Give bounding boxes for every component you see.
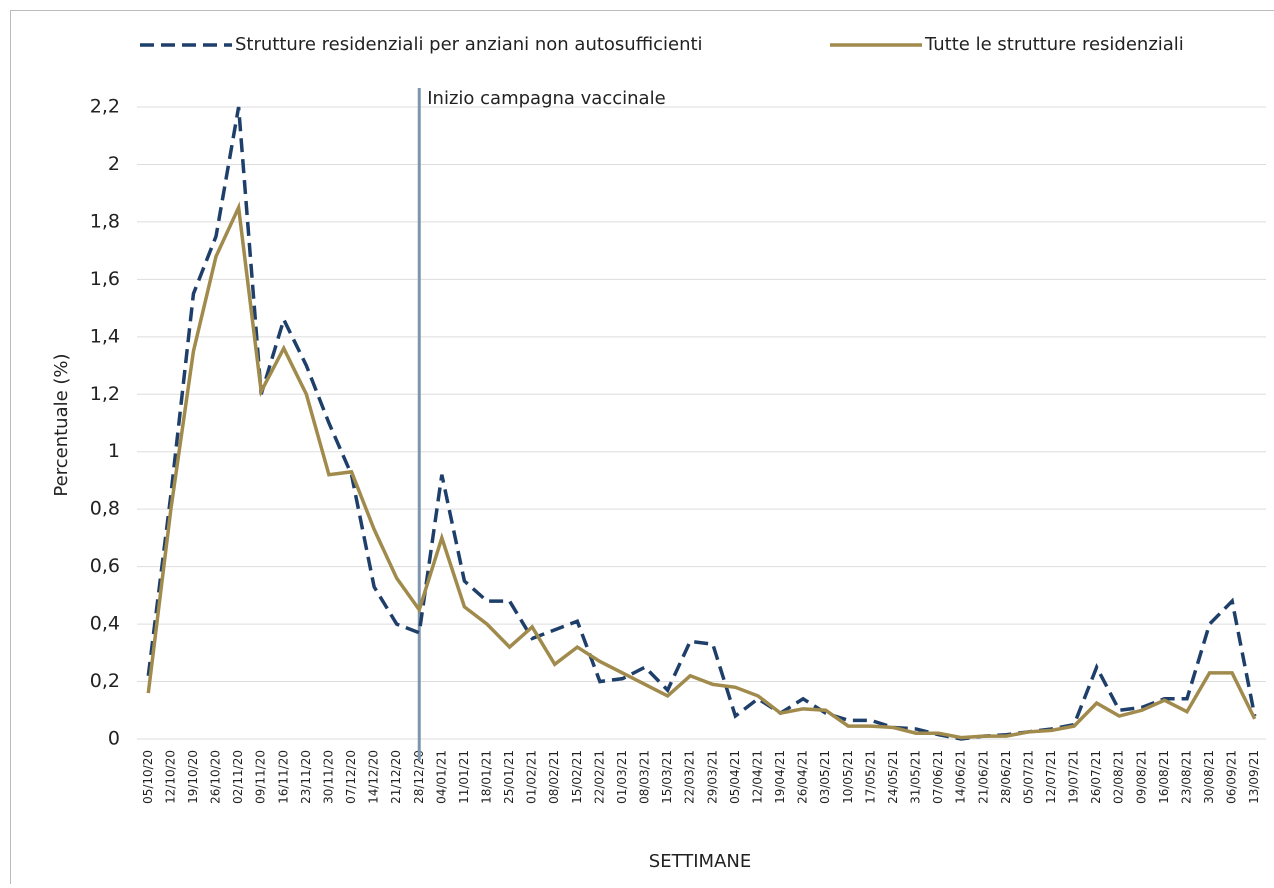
x-tick-label: 30/08/21 [1202,750,1216,804]
y-tick-label: 0,6 [90,555,120,577]
x-tick-label: 07/06/21 [931,750,945,804]
y-tick-label: 2 [108,153,120,175]
y-tick-label: 2,2 [90,96,120,118]
y-tick-label: 1,8 [90,210,120,232]
x-tick-label: 05/10/20 [141,750,155,804]
x-axis-title: SETTIMANE [649,851,751,872]
x-tick-label: 06/09/21 [1225,750,1239,804]
x-tick-label: 22/02/21 [592,750,606,804]
x-tick-label: 30/11/20 [321,750,335,804]
x-tick-label: 25/01/21 [502,750,516,804]
x-tick-label: 12/04/21 [750,750,764,804]
x-tick-label: 14/12/20 [367,750,381,804]
x-tick-label: 09/11/20 [254,750,268,804]
x-tick-label: 26/10/20 [209,750,223,804]
legend-label: Tutte le strutture residenziali [924,34,1184,55]
series-line [148,208,1254,738]
x-tick-label: 23/11/20 [299,750,313,804]
x-tick-label: 19/07/21 [1067,750,1081,804]
x-tick-label: 13/09/21 [1247,750,1261,804]
x-tick-label: 21/06/21 [976,750,990,804]
x-tick-label: 18/01/21 [479,750,493,804]
y-tick-label: 0 [108,728,120,750]
y-tick-label: 0,4 [90,613,120,635]
x-tick-label: 19/04/21 [773,750,787,804]
x-tick-label: 22/03/21 [683,750,697,804]
x-tick-label: 19/10/20 [186,750,200,804]
annotation-text: Inizio campagna vaccinale [427,88,665,109]
x-tick-label: 26/04/21 [796,750,810,804]
y-axis-title: Percentuale (%) [51,353,72,496]
y-tick-label: 1,2 [90,383,120,405]
x-tick-label: 11/01/21 [457,750,471,804]
x-tick-label: 01/03/21 [615,750,629,804]
x-tick-label: 16/08/21 [1157,750,1171,804]
x-tick-label: 26/07/21 [1089,750,1103,804]
x-tick-label: 10/05/21 [841,750,855,804]
y-tick-label: 1,6 [90,268,120,290]
x-tick-label: 23/08/21 [1179,750,1193,804]
x-tick-label: 05/04/21 [728,750,742,804]
x-tick-label: 09/08/21 [1134,750,1148,804]
x-tick-label: 28/06/21 [999,750,1013,804]
x-tick-label: 24/05/21 [886,750,900,804]
y-tick-label: 1,4 [90,325,120,347]
x-tick-label: 12/10/20 [163,750,177,804]
x-tick-label: 17/05/21 [863,750,877,804]
legend-label: Strutture residenziali per anziani non a… [235,34,703,55]
x-tick-label: 12/07/21 [1044,750,1058,804]
x-tick-label: 15/03/21 [660,750,674,804]
x-tick-label: 29/03/21 [705,750,719,804]
x-tick-label: 02/08/21 [1112,750,1126,804]
x-tick-label: 31/05/21 [909,750,923,804]
x-tick-label: 16/11/20 [276,750,290,804]
x-tick-label: 01/02/21 [525,750,539,804]
x-tick-label: 02/11/20 [231,750,245,804]
x-tick-label: 03/05/21 [818,750,832,804]
x-tick-label: 14/06/21 [954,750,968,804]
x-tick-label: 04/01/21 [434,750,448,804]
x-tick-label: 07/12/20 [344,750,358,804]
y-tick-label: 1 [108,440,120,462]
x-tick-label: 21/12/20 [389,750,403,804]
y-tick-label: 0,8 [90,498,120,520]
x-tick-label: 08/03/21 [638,750,652,804]
x-tick-label: 08/02/21 [547,750,561,804]
x-tick-label: 15/02/21 [570,750,584,804]
y-tick-label: 0,2 [90,670,120,692]
x-tick-label: 05/07/21 [1021,750,1035,804]
